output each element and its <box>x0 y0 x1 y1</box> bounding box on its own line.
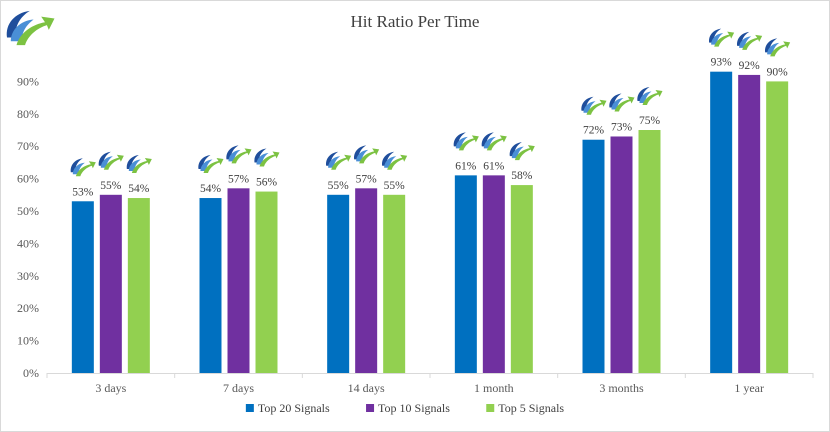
logo-icon <box>126 155 152 174</box>
bar <box>454 175 477 373</box>
data-label: 90% <box>767 66 789 78</box>
data-label: 55% <box>100 180 122 192</box>
logo-icon <box>382 151 408 170</box>
logo-icon <box>326 151 352 170</box>
data-label: 93% <box>711 57 733 69</box>
data-label: 57% <box>228 173 250 185</box>
legend: Top 20 Signals Top 10 Signals Top 5 Signal… <box>245 401 564 415</box>
x-tick-label: 7 days <box>223 381 254 395</box>
x-tick-label: 3 days <box>95 381 126 395</box>
logo-icon <box>737 31 763 50</box>
bar <box>482 175 505 373</box>
legend-swatch <box>486 404 495 412</box>
logo-icon <box>198 155 224 174</box>
logo-icon <box>581 96 607 115</box>
bar <box>199 198 222 373</box>
bar <box>327 194 350 373</box>
bar <box>510 185 533 373</box>
logo-icon <box>6 10 55 46</box>
bar <box>355 188 378 373</box>
logo-icon <box>637 87 663 105</box>
y-tick-label: 80% <box>17 107 39 121</box>
bar <box>227 188 250 373</box>
legend-item: Top 10 Signals <box>366 401 450 415</box>
chart-title: Hit Ratio Per Time <box>351 12 480 31</box>
y-tick-label: 20% <box>17 301 39 315</box>
y-tick-label: 30% <box>17 269 39 283</box>
data-label: 55% <box>384 180 406 192</box>
logo-icon <box>98 151 124 170</box>
logo-icon <box>481 132 507 151</box>
logo-icon <box>226 145 252 164</box>
bar <box>383 194 406 373</box>
bar <box>99 194 122 373</box>
legend-swatch <box>366 404 375 412</box>
bar <box>766 81 789 374</box>
logo-icon <box>765 38 791 57</box>
logo-icon <box>509 142 535 161</box>
bar <box>127 198 150 373</box>
bar <box>71 201 94 373</box>
data-label: 54% <box>128 183 150 195</box>
data-label: 61% <box>483 160 505 172</box>
y-tick-label: 0% <box>23 366 39 380</box>
y-tick-label: 70% <box>17 139 39 153</box>
legend-item: Top 20 Signals <box>245 401 330 415</box>
y-tick-label: 60% <box>17 172 39 186</box>
legend-label: Top 5 Signals <box>498 401 564 415</box>
y-tick-label: 40% <box>17 236 39 250</box>
bar <box>255 191 278 373</box>
data-label: 56% <box>256 177 278 189</box>
bar <box>738 74 761 374</box>
logo-icon <box>453 132 479 151</box>
logo-icon <box>254 148 280 167</box>
data-label: 92% <box>739 60 761 72</box>
y-tick-label: 50% <box>17 204 39 218</box>
bar <box>582 139 605 373</box>
y-tick-label: 90% <box>17 74 39 88</box>
data-label: 54% <box>200 183 222 195</box>
data-label: 61% <box>455 160 477 172</box>
data-label: 55% <box>328 180 350 192</box>
logo-icon <box>709 28 735 47</box>
x-tick-label: 1 month <box>474 381 514 395</box>
legend-item: Top 5 Signals <box>486 401 564 415</box>
bar <box>710 71 733 374</box>
x-tick-label: 3 months <box>599 381 644 395</box>
logo-icon <box>70 158 96 177</box>
data-label: 75% <box>639 115 661 127</box>
x-tick-label: 1 year <box>734 381 764 395</box>
legend-label: Top 10 Signals <box>378 401 450 415</box>
data-label: 73% <box>611 121 633 133</box>
bar <box>638 130 661 373</box>
legend-swatch <box>245 404 254 412</box>
data-label: 57% <box>356 173 378 185</box>
data-label: 58% <box>511 170 533 182</box>
data-label: 72% <box>583 125 605 137</box>
legend-label: Top 20 Signals <box>258 401 330 415</box>
y-tick-label: 10% <box>17 334 39 348</box>
logo-icon <box>609 93 635 112</box>
data-label: 53% <box>72 186 94 198</box>
logo-icon <box>354 145 380 164</box>
x-tick-label: 14 days <box>348 381 385 395</box>
bar <box>610 136 633 373</box>
